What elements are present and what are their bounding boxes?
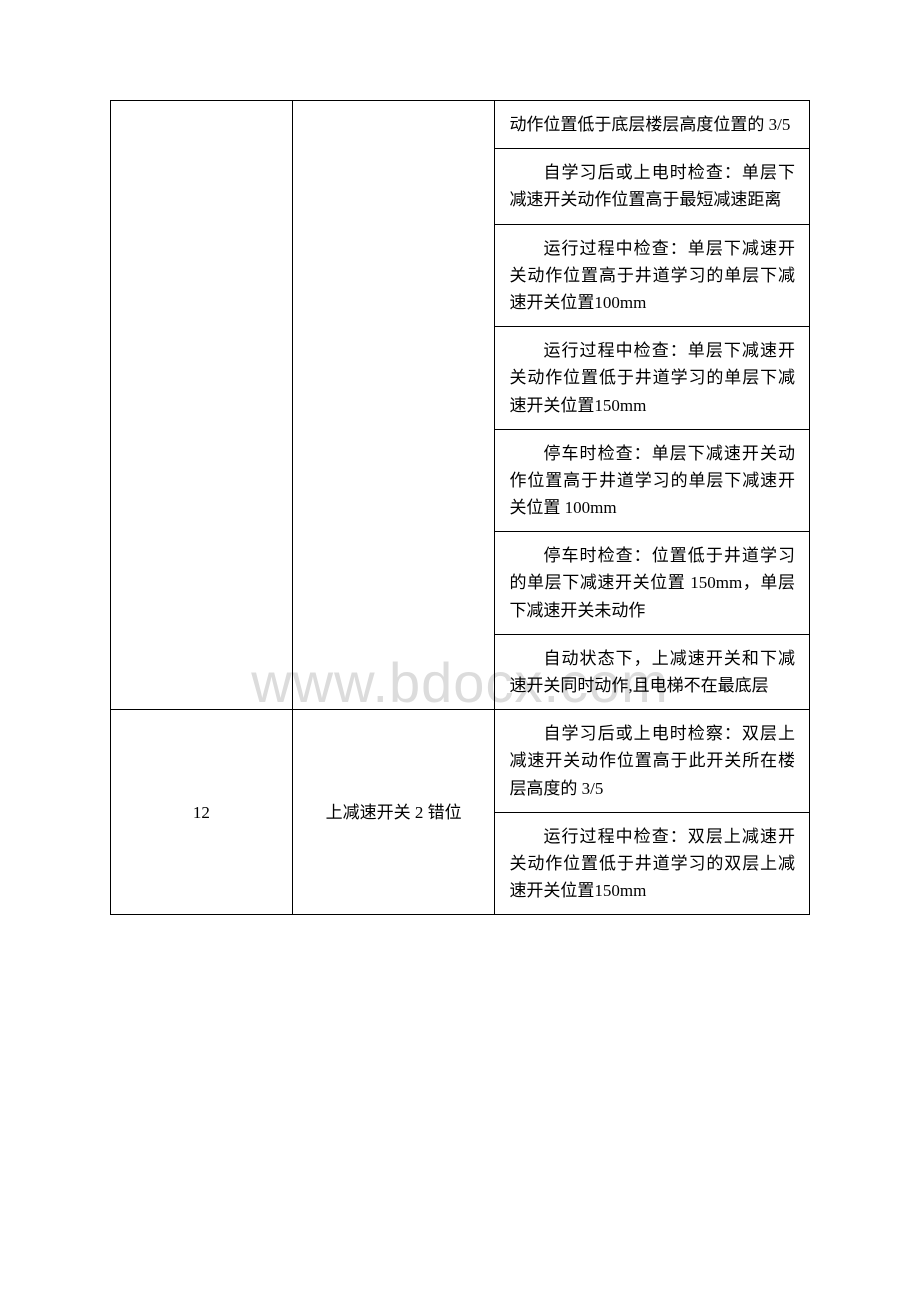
desc-cell: 运行过程中检查：单层下减速开关动作位置高于井道学习的单层下减速开关位置100mm (495, 224, 810, 327)
desc-cell: 运行过程中检查：双层上减速开关动作位置低于井道学习的双层上减速开关位置150mm (495, 812, 810, 915)
desc-cell: 运行过程中检查：单层下减速开关动作位置低于井道学习的单层下减速开关位置150mm (495, 327, 810, 430)
name-cell: 上减速开关 2 错位 (292, 710, 495, 915)
desc-cell: 停车时检查：位置低于井道学习的单层下减速开关位置 150mm，单层下减速开关未动… (495, 532, 810, 635)
desc-cell: 自学习后或上电时检察：双层上减速开关动作位置高于此开关所在楼层高度的 3/5 (495, 710, 810, 813)
data-table: 动作位置低于底层楼层高度位置的 3/5 自学习后或上电时检查：单层下减速开关动作… (110, 100, 810, 915)
name-cell (292, 101, 495, 710)
desc-cell: 动作位置低于底层楼层高度位置的 3/5 (495, 101, 810, 149)
desc-cell: 自学习后或上电时检查：单层下减速开关动作位置高于最短减速距离 (495, 149, 810, 224)
code-cell (111, 101, 293, 710)
code-cell: 12 (111, 710, 293, 915)
desc-cell: 自动状态下，上减速开关和下减速开关同时动作,且电梯不在最底层 (495, 634, 810, 709)
page-content: 动作位置低于底层楼层高度位置的 3/5 自学习后或上电时检查：单层下减速开关动作… (110, 100, 810, 915)
table-row: 12 上减速开关 2 错位 自学习后或上电时检察：双层上减速开关动作位置高于此开… (111, 710, 810, 813)
desc-cell: 停车时检查：单层下减速开关动作位置高于井道学习的单层下减速开关位置 100mm (495, 429, 810, 532)
table-row: 动作位置低于底层楼层高度位置的 3/5 (111, 101, 810, 149)
